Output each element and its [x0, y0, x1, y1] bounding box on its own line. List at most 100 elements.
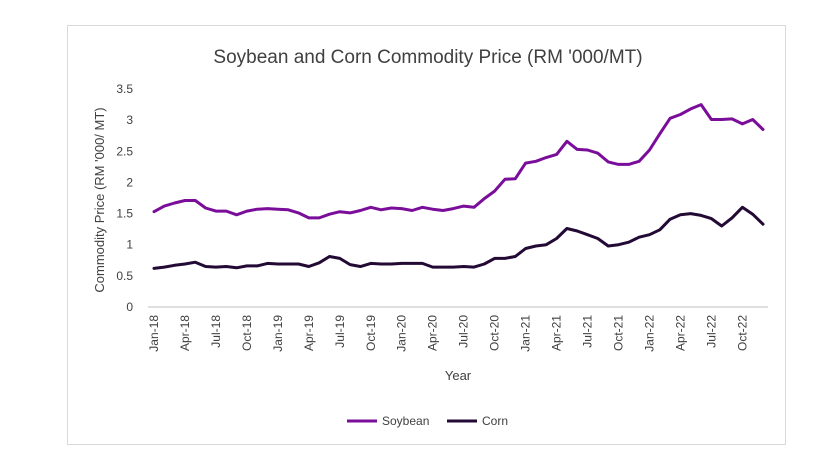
x-tick-label: Jul-21	[581, 315, 595, 348]
legend-label-corn: Corn	[482, 414, 508, 428]
soybean-point	[441, 209, 445, 212]
soybean-point	[318, 216, 321, 220]
corn-point	[710, 217, 713, 220]
soybean-point	[287, 208, 290, 211]
y-tick-label: 1.5	[116, 207, 133, 221]
soybean-point	[359, 209, 362, 212]
corn-point	[338, 257, 341, 260]
corn-line	[152, 205, 765, 270]
soybean-point	[658, 132, 661, 135]
corn-point	[256, 264, 259, 268]
corn-point	[483, 262, 486, 266]
corn-point	[586, 233, 589, 236]
x-tick-label: Jul-22	[704, 315, 718, 348]
corn-point	[194, 261, 197, 264]
soybean-point	[369, 206, 372, 209]
soybean-point	[462, 204, 465, 208]
corn-point	[369, 262, 372, 265]
x-tick-label: Oct-20	[488, 315, 502, 351]
legend-label-soybean: Soybean	[382, 414, 429, 428]
soybean-point	[338, 210, 341, 213]
soybean-point	[297, 211, 300, 215]
corn-point	[555, 237, 558, 240]
x-tick-label: Jul-20	[457, 315, 471, 348]
x-tick-label: Jan-20	[395, 315, 409, 352]
soybean-point	[596, 152, 599, 155]
x-tick-label: Jan-21	[519, 315, 533, 352]
corn-point	[545, 243, 548, 246]
soybean-point	[637, 160, 641, 163]
soybean-point	[256, 208, 259, 211]
corn-point	[617, 243, 620, 246]
corn-point	[493, 257, 496, 260]
corn-point	[410, 262, 414, 265]
corn-point	[503, 257, 507, 260]
corn-point	[596, 237, 599, 240]
chart-title: Soybean and Corn Commodity Price (RM '00…	[213, 47, 642, 68]
corn-point	[204, 265, 207, 268]
corn-point	[648, 233, 651, 236]
x-tick-label: Apr-18	[178, 315, 192, 351]
soybean-point	[452, 207, 455, 210]
soybean-point	[668, 117, 672, 120]
y-axis-title: Commodity Price (RM '000/ MT)	[92, 107, 107, 292]
corn-point	[390, 262, 393, 266]
x-tick-label: Oct-21	[611, 315, 625, 351]
soybean-point	[214, 209, 218, 213]
soybean-point	[710, 118, 713, 121]
x-tick-label: Jan-19	[271, 315, 285, 352]
soybean-point	[741, 122, 744, 126]
soybean-line	[152, 103, 765, 220]
soybean-point	[648, 148, 651, 152]
x-tick-label: Apr-21	[550, 315, 564, 351]
soybean-point	[379, 208, 383, 211]
corn-point	[400, 262, 403, 265]
soybean-point	[617, 163, 620, 166]
soybean-point	[152, 210, 156, 213]
soybean-point	[493, 189, 496, 193]
corn-point	[720, 224, 723, 228]
soybean-point	[410, 209, 414, 212]
x-tick-label: Jan-22	[642, 315, 656, 352]
series-corn	[152, 205, 765, 270]
x-tick-label: Oct-18	[240, 315, 254, 351]
y-tick-label: 0	[126, 300, 133, 314]
corn-point	[359, 265, 362, 268]
corn-point	[348, 263, 352, 266]
soybean-point	[421, 206, 424, 209]
x-tick-label: Jan-18	[147, 315, 161, 352]
soybean-point	[555, 153, 558, 156]
soybean-point	[348, 211, 352, 215]
soybean-point	[235, 213, 238, 216]
x-tick-label: Jul-19	[333, 315, 347, 348]
corn-point	[472, 265, 476, 269]
soybean-point	[586, 148, 589, 152]
corn-point	[152, 267, 156, 270]
soybean-point	[514, 177, 517, 180]
corn-point	[730, 216, 734, 220]
soybean-point	[607, 160, 610, 164]
corn-point	[441, 265, 445, 269]
corn-point	[462, 265, 465, 268]
corn-point	[607, 244, 610, 248]
soybean-point	[689, 107, 692, 111]
soybean-point	[534, 160, 538, 163]
corn-point	[741, 206, 744, 209]
corn-point	[235, 266, 238, 269]
corn-point	[328, 255, 331, 258]
y-tick-label: 2.5	[116, 144, 133, 158]
soybean-point	[173, 201, 176, 205]
soybean-point	[225, 209, 228, 213]
soybean-point	[627, 163, 630, 166]
corn-point	[318, 261, 321, 264]
corn-point	[225, 265, 228, 268]
x-tick-label: Apr-20	[426, 315, 440, 351]
soybean-point	[565, 140, 569, 143]
legend: Soybean Corn	[347, 414, 508, 428]
corn-point	[668, 218, 672, 221]
soybean-point	[524, 161, 527, 165]
corn-point	[658, 228, 661, 231]
corn-point	[689, 212, 692, 215]
y-tick-label: 0.5	[116, 269, 133, 283]
